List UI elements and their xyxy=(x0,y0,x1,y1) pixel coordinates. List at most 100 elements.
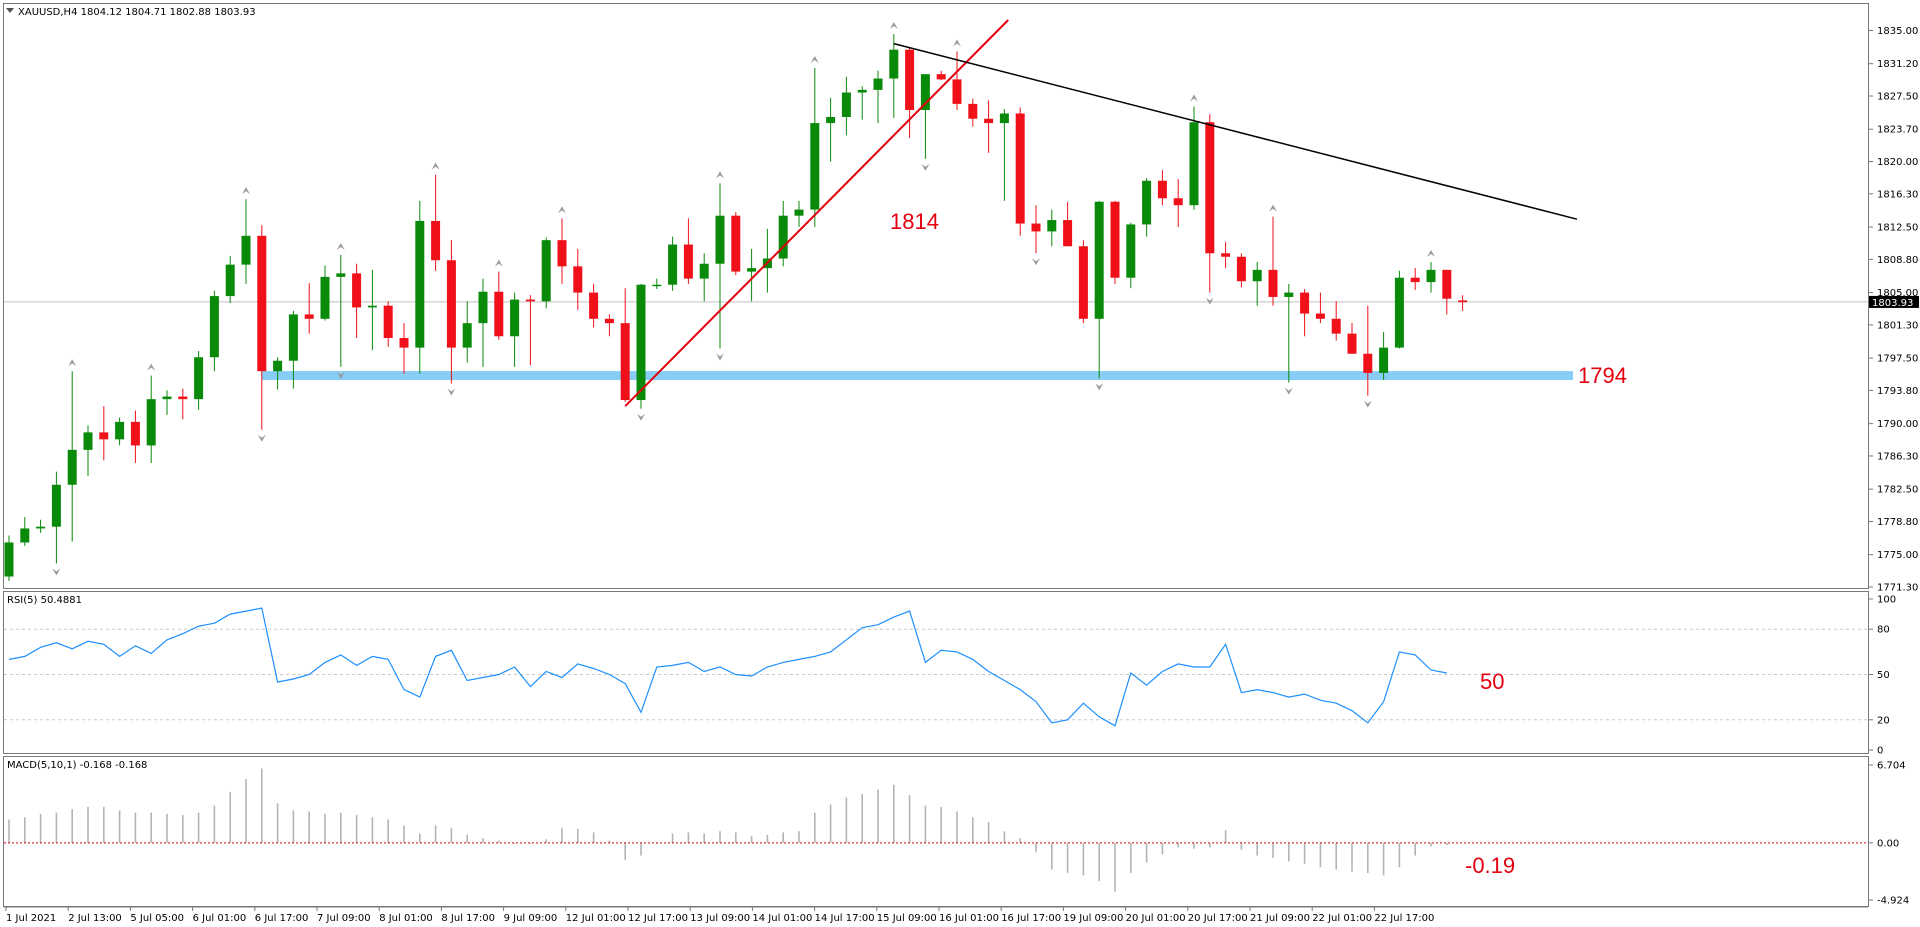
chart-menu-triangle-icon[interactable] xyxy=(6,8,14,13)
rsi-tick-label: 20 xyxy=(1877,715,1890,726)
macd-tick-label: 6.704 xyxy=(1877,761,1906,772)
x-tick-label: 19 Jul 09:00 xyxy=(1063,913,1123,924)
candle xyxy=(146,375,156,463)
x-tick-label: 12 Jul 17:00 xyxy=(628,913,688,924)
price-tick-label: 1775.00 xyxy=(1877,550,1918,561)
candle-body xyxy=(525,299,535,302)
candle-body xyxy=(1347,333,1357,354)
candle-body xyxy=(1252,269,1262,282)
candle xyxy=(130,410,140,463)
candle-body xyxy=(162,396,172,400)
x-tick-label: 20 Jul 01:00 xyxy=(1126,913,1186,924)
candle xyxy=(367,269,377,351)
candle-body xyxy=(241,235,251,265)
x-tick-label: 12 Jul 01:00 xyxy=(566,913,626,924)
candle xyxy=(968,98,978,127)
candle-body xyxy=(1189,122,1199,206)
candle-body xyxy=(1031,223,1041,232)
candle xyxy=(399,323,409,374)
price-panel-header: XAUUSD,H4 1804.12 1804.71 1802.88 1803.9… xyxy=(18,7,256,18)
candle xyxy=(1315,292,1325,324)
candle xyxy=(841,76,851,136)
x-tick-label: 20 Jul 17:00 xyxy=(1188,913,1248,924)
candle xyxy=(304,282,314,334)
candle-body xyxy=(920,74,930,110)
candle xyxy=(1347,323,1357,354)
candle-body xyxy=(383,305,393,339)
candle-body xyxy=(257,235,267,372)
candle xyxy=(273,357,283,390)
candle-body xyxy=(367,305,377,308)
x-tick-label: 8 Jul 17:00 xyxy=(441,913,495,924)
candle xyxy=(589,283,599,328)
candle xyxy=(257,225,267,430)
price-tick-label: 1812.50 xyxy=(1877,223,1918,234)
panel-headers: XAUUSD,H4 1804.12 1804.71 1802.88 1803.9… xyxy=(6,7,256,771)
candle-body xyxy=(304,314,314,319)
candle xyxy=(51,471,61,564)
fractal-down-marker xyxy=(921,163,930,171)
candle xyxy=(67,371,77,542)
candle-body xyxy=(1458,300,1468,303)
x-tick-label: 8 Jul 01:00 xyxy=(379,913,433,924)
candle-body xyxy=(731,215,741,272)
fractal-down-marker xyxy=(1032,258,1040,266)
macd-panel-header: MACD(5,10,1) -0.168 -0.168 xyxy=(7,760,147,771)
rsi-tick-label: 0 xyxy=(1877,746,1883,757)
x-tick-label: 15 Jul 09:00 xyxy=(877,913,937,924)
candle-body xyxy=(273,360,283,372)
candle-body xyxy=(1094,201,1104,319)
candle-body xyxy=(668,244,678,285)
fractal-down-marker xyxy=(336,371,345,379)
price-tick-label: 1831.20 xyxy=(1877,59,1918,70)
candle-body xyxy=(1331,318,1341,334)
candle-body xyxy=(715,215,725,264)
fractal-up-marker xyxy=(1190,94,1198,102)
candle xyxy=(209,290,219,372)
candle-body xyxy=(1063,220,1073,247)
candle xyxy=(494,271,504,340)
candle-body xyxy=(209,296,219,358)
candle xyxy=(636,283,646,409)
candle-body xyxy=(431,220,441,261)
candle xyxy=(352,263,362,339)
x-tick-label: 5 Jul 05:00 xyxy=(130,913,184,924)
candle-body xyxy=(446,260,456,348)
candle xyxy=(1031,205,1041,254)
candle-body xyxy=(1363,353,1373,373)
candle-body xyxy=(810,123,820,210)
candle xyxy=(225,255,235,304)
candle xyxy=(4,535,14,581)
fractal-up-marker xyxy=(558,206,566,214)
fractal-up-marker xyxy=(494,259,503,267)
candle xyxy=(794,200,804,228)
fractal-down-marker xyxy=(447,388,456,396)
candle-body xyxy=(573,266,583,293)
candle-body xyxy=(683,244,693,279)
current-price-label: 1803.93 xyxy=(1872,298,1913,309)
candle xyxy=(984,100,994,153)
candlestick-series xyxy=(4,33,1468,581)
candle-body xyxy=(620,323,630,401)
fractal-down-marker xyxy=(52,568,61,576)
x-tick-label: 6 Jul 17:00 xyxy=(255,913,309,924)
price-tick-label: 1797.50 xyxy=(1877,354,1918,365)
candle-body xyxy=(415,220,425,348)
time-x-axis: 1 Jul 2021 2 Jul 13:00 5 Jul 05:00 6 Jul 01… xyxy=(4,906,1868,924)
candle xyxy=(288,310,298,389)
candle xyxy=(194,351,204,410)
candle xyxy=(652,278,662,290)
candle xyxy=(778,200,788,267)
annotation-rsi-50: 50 xyxy=(1480,669,1504,694)
candle xyxy=(1426,262,1436,293)
fractal-up-marker xyxy=(242,187,250,195)
candle-body xyxy=(857,89,867,93)
fractal-up-marker xyxy=(810,56,819,64)
fractal-down-marker xyxy=(257,434,266,442)
candle-body xyxy=(194,357,204,400)
candle-body xyxy=(778,215,788,259)
macd-tick-label: 0.00 xyxy=(1877,838,1899,849)
candle xyxy=(1458,295,1468,311)
candle-body xyxy=(604,318,614,324)
candle-body xyxy=(1315,313,1325,319)
